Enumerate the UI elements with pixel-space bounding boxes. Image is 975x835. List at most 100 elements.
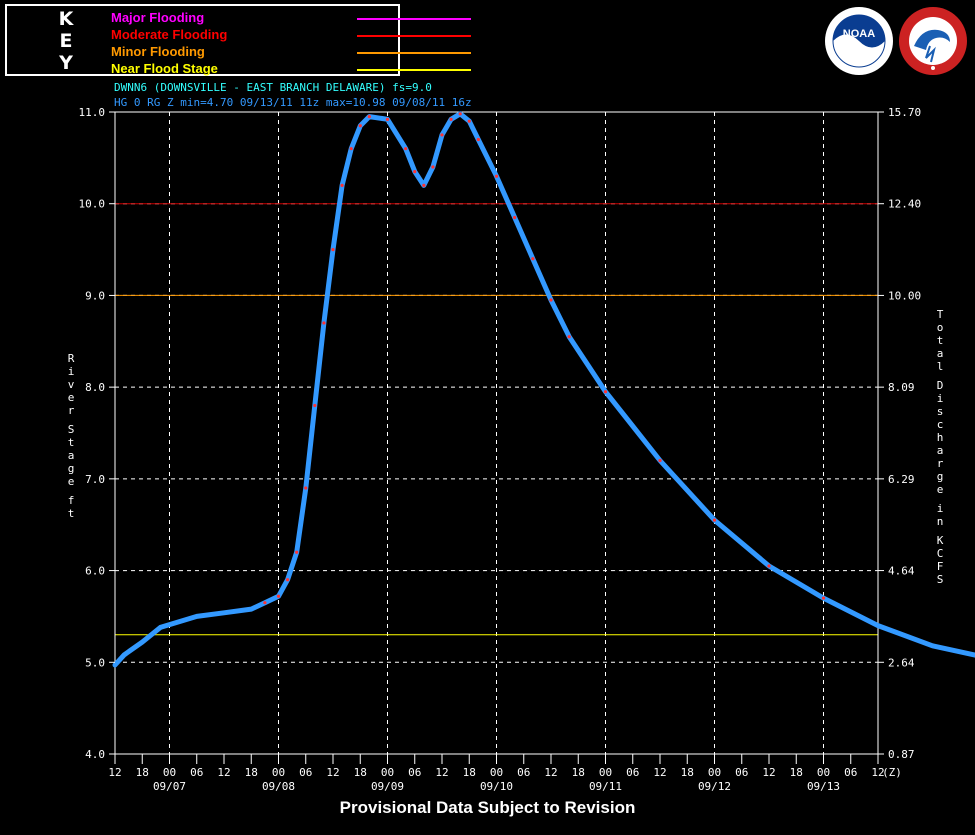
x-date-label: 09/07 bbox=[153, 780, 186, 793]
x-tick-label: 00 bbox=[272, 766, 285, 779]
x-tick-label: 06 bbox=[735, 766, 748, 779]
x-tick-label: 12 bbox=[435, 766, 448, 779]
x-tick-label: 12 bbox=[326, 766, 339, 779]
stage-point bbox=[821, 596, 826, 600]
y2-tick-label: 4.64 bbox=[888, 565, 915, 578]
key-label: Near Flood Stage bbox=[111, 61, 218, 76]
station-stats: HG 0 RG Z min=4.70 09/13/11 11z max=10.9… bbox=[114, 96, 472, 109]
x-tick-label: 06 bbox=[299, 766, 312, 779]
key-line-near bbox=[357, 69, 471, 71]
key-label: Moderate Flooding bbox=[111, 27, 228, 42]
stage-point bbox=[603, 390, 608, 394]
stage-point bbox=[295, 550, 299, 554]
y-axis-ticks: 4.0 5.0 6.0 7.0 8.0 9.0 10.0 11.0 bbox=[79, 106, 115, 761]
stage-point bbox=[767, 564, 771, 568]
x-date-label: 09/11 bbox=[589, 780, 622, 793]
stage-point bbox=[313, 403, 317, 408]
stage-point bbox=[567, 335, 571, 339]
key-letter: E bbox=[59, 30, 73, 52]
stage-point bbox=[422, 183, 426, 187]
noaa-logo-text: NOAA bbox=[843, 28, 875, 40]
stage-point bbox=[494, 174, 499, 178]
stage-point bbox=[712, 518, 717, 522]
x-units-label: (Z) bbox=[882, 766, 902, 779]
stage-point bbox=[476, 137, 480, 142]
y2-tick-label: 6.29 bbox=[888, 473, 915, 486]
noaa-logo: NOAA bbox=[825, 7, 893, 75]
stage-point bbox=[513, 215, 517, 220]
key-item-major: Major Flooding bbox=[111, 10, 471, 26]
x-tick-label: 00 bbox=[817, 766, 830, 779]
stage-point bbox=[431, 165, 435, 169]
y-tick-label: 8.0 bbox=[85, 381, 105, 394]
stage-point bbox=[285, 578, 290, 582]
x-date-label: 09/08 bbox=[262, 780, 295, 793]
key-item-near: Near Flood Stage bbox=[111, 61, 471, 77]
stage-point bbox=[322, 321, 326, 325]
x-tick-label: 18 bbox=[245, 766, 258, 779]
key-line-major bbox=[357, 18, 471, 20]
x-axis-ticks: 12 18 00 06 12 18 00 06 12 18 00 06 12 18 00 06 12 18 00 06… bbox=[108, 754, 902, 793]
provisional-notice: Provisional Data Subject to Revision bbox=[339, 798, 636, 817]
x-tick-label: 00 bbox=[490, 766, 503, 779]
key-label: Major Flooding bbox=[111, 10, 205, 25]
stage-point bbox=[531, 257, 535, 261]
x-tick-label: 06 bbox=[626, 766, 639, 779]
stage-point bbox=[413, 170, 417, 174]
key-line-minor bbox=[357, 52, 471, 54]
chart-grid bbox=[115, 112, 878, 754]
agency-logos: NOAA bbox=[824, 6, 970, 78]
x-tick-label: 18 bbox=[354, 766, 367, 779]
key-letter: Y bbox=[59, 52, 73, 74]
y2-axis-ticks: 0.87 2.64 4.64 6.29 8.09 10.00 12.40 15.70 bbox=[878, 106, 921, 761]
y2-tick-label: 15.70 bbox=[888, 106, 921, 119]
x-tick-label: 06 bbox=[190, 766, 203, 779]
x-tick-label: 06 bbox=[517, 766, 530, 779]
x-tick-label: 18 bbox=[681, 766, 694, 779]
y-tick-label: 9.0 bbox=[85, 289, 105, 302]
x-tick-label: 00 bbox=[599, 766, 612, 779]
stage-point bbox=[263, 601, 267, 605]
x-tick-label: 06 bbox=[844, 766, 857, 779]
y2-tick-label: 0.87 bbox=[888, 748, 915, 761]
stage-point bbox=[458, 112, 462, 116]
x-date-label: 09/13 bbox=[807, 780, 840, 793]
key-letter: K bbox=[58, 8, 74, 30]
x-tick-label: 00 bbox=[163, 766, 176, 779]
y-tick-label: 4.0 bbox=[85, 748, 105, 761]
y-tick-label: 10.0 bbox=[79, 198, 106, 211]
stage-point bbox=[340, 183, 344, 187]
x-tick-label: 12 bbox=[544, 766, 557, 779]
y2-tick-label: 8.09 bbox=[888, 381, 915, 394]
stage-point bbox=[276, 594, 281, 598]
stage-point bbox=[404, 147, 408, 151]
stage-point bbox=[385, 117, 390, 121]
stage-point bbox=[440, 133, 444, 137]
stage-point bbox=[349, 147, 353, 151]
y-tick-label: 5.0 bbox=[85, 656, 105, 669]
key-label: Minor Flooding bbox=[111, 44, 205, 59]
station-title: DWNN6 (DOWNSVILLE - EAST BRANCH DELAWARE… bbox=[114, 81, 432, 94]
y2-tick-label: 2.64 bbox=[888, 656, 915, 669]
stage-point bbox=[358, 124, 362, 128]
x-date-label: 09/10 bbox=[480, 780, 513, 793]
stage-point bbox=[304, 486, 308, 490]
national-weather-service-logo bbox=[899, 7, 967, 75]
stage-point bbox=[367, 114, 371, 119]
stage-point bbox=[467, 119, 471, 123]
x-tick-label: 18 bbox=[790, 766, 803, 779]
key-item-moderate: Moderate Flooding bbox=[111, 27, 471, 43]
x-tick-label: 12 bbox=[762, 766, 775, 779]
stage-point bbox=[658, 458, 662, 463]
x-tick-label: 06 bbox=[408, 766, 421, 779]
flood-key: K E Y Major Flooding Moderate Flooding M… bbox=[5, 4, 471, 77]
key-letters: K E Y bbox=[51, 8, 81, 74]
y-tick-label: 7.0 bbox=[85, 473, 105, 486]
key-line-moderate bbox=[357, 35, 471, 37]
x-tick-label: 12 bbox=[871, 766, 884, 779]
x-tick-label: 18 bbox=[136, 766, 149, 779]
x-date-label: 09/12 bbox=[698, 780, 731, 793]
y-tick-label: 6.0 bbox=[85, 565, 105, 578]
